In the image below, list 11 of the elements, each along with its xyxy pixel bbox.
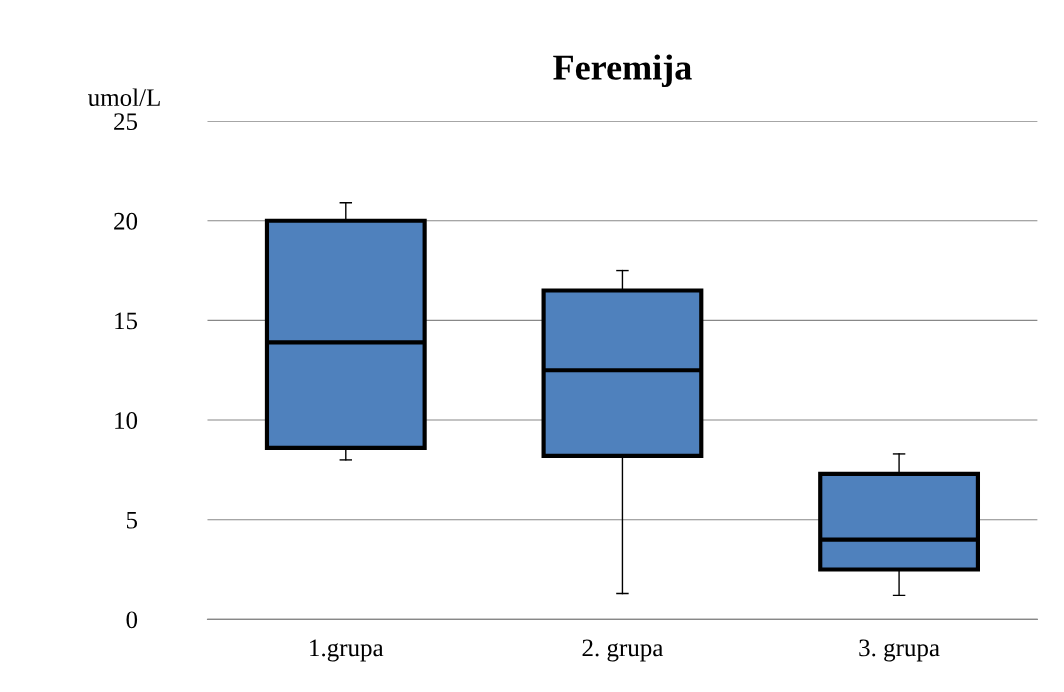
y-tick-label: 25	[114, 113, 138, 131]
y-tick-label: 10	[115, 412, 138, 429]
y-tick-label: 20	[114, 212, 138, 230]
y-axis-title: umol/L	[88, 88, 160, 107]
y-tick-label: 5	[126, 511, 138, 529]
x-tick-label: 1.grupa	[310, 639, 384, 662]
x-tick-label: 3. grupa	[859, 639, 940, 662]
chart-title: Feremija	[553, 54, 692, 88]
y-tick-label: 0	[126, 611, 138, 629]
y-tick-label: 15	[115, 312, 138, 330]
x-tick-label: 2. grupa	[582, 639, 664, 662]
